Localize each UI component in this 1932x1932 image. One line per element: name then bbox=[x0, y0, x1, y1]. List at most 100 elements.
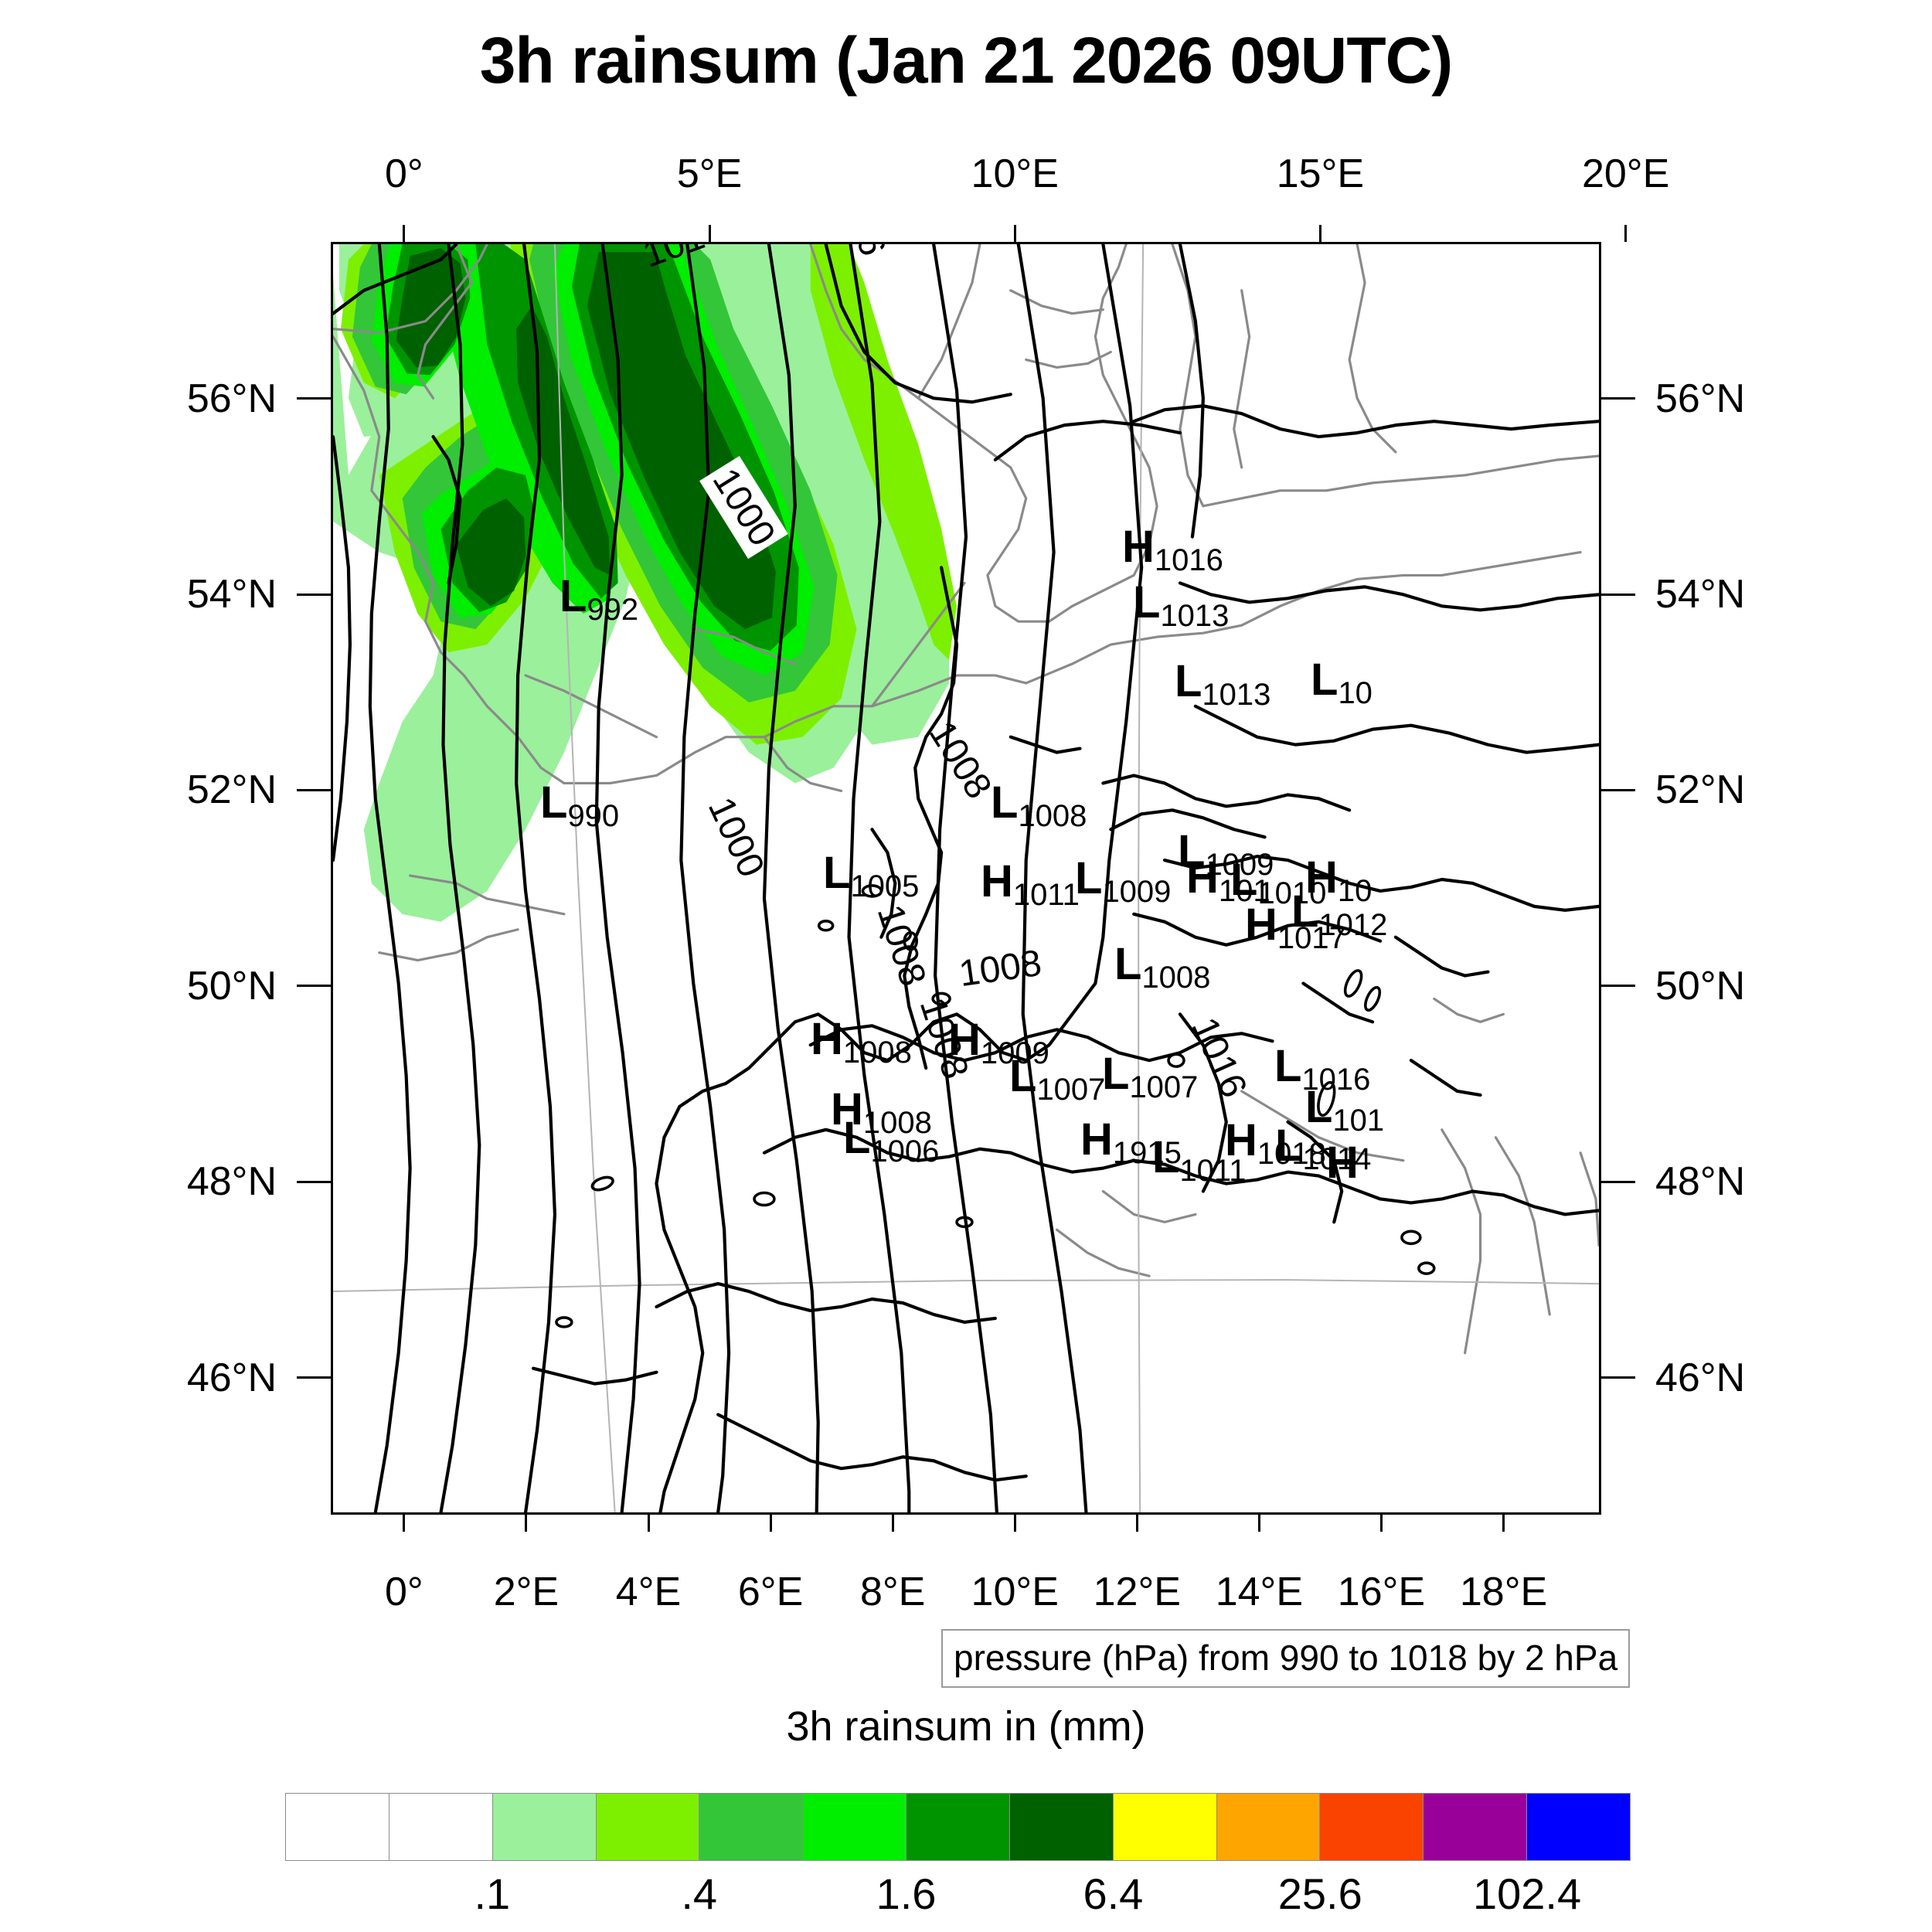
lat-tick-left-3 bbox=[297, 985, 331, 988]
lat-label-right-4: 48°N bbox=[1655, 1159, 1746, 1205]
map-canvas bbox=[333, 244, 1599, 1512]
lat-tick-right-3 bbox=[1601, 985, 1635, 988]
pressure-contours bbox=[333, 244, 1599, 1512]
lat-tick-left-1 bbox=[297, 593, 331, 596]
colorbar-tick-label-0: .1 bbox=[474, 1869, 511, 1918]
colorbar-swatch-2[interactable] bbox=[492, 1794, 597, 1860]
lon-label-top-0: 0° bbox=[384, 151, 423, 196]
lon-tick-bottom-6 bbox=[1135, 1515, 1138, 1532]
lon-label-bottom-3: 6°E bbox=[737, 1570, 804, 1614]
colorbar-swatch-8[interactable] bbox=[1113, 1794, 1217, 1860]
lon-tick-bottom-0 bbox=[403, 1515, 406, 1532]
lat-label-left-0: 56°N bbox=[186, 376, 277, 421]
lon-label-top-4: 20°E bbox=[1581, 151, 1670, 196]
lat-label-right-1: 54°N bbox=[1655, 572, 1746, 617]
lon-label-bottom-9: 18°E bbox=[1459, 1570, 1548, 1614]
lat-tick-left-4 bbox=[297, 1180, 331, 1183]
lon-label-bottom-5: 10°E bbox=[971, 1570, 1059, 1614]
pressure-extremum-l-6: L1010 bbox=[1230, 855, 1327, 911]
graticule bbox=[333, 244, 1599, 1512]
colorbar-swatch-9[interactable] bbox=[1216, 1794, 1321, 1860]
pressure-extremum-l-4: L1009 bbox=[1075, 853, 1172, 910]
lon-label-bottom-8: 16°E bbox=[1337, 1570, 1426, 1614]
lon-tick-top-2 bbox=[1013, 225, 1016, 242]
pressure-extremum-l-0: L992 bbox=[560, 571, 639, 628]
colorbar-swatch-5[interactable] bbox=[803, 1794, 907, 1860]
pressure-caption: pressure (hPa) from 990 to 1018 by 2 hPa bbox=[941, 1629, 1631, 1688]
colorbar-swatch-3[interactable] bbox=[596, 1794, 700, 1860]
pressure-extremum-h-13: H1008 bbox=[811, 1014, 912, 1070]
colorbar-tick-label-1: .4 bbox=[681, 1869, 718, 1918]
pressure-extremum-l-24: L1014 bbox=[1275, 1121, 1372, 1177]
pressure-extremum-l-28: L1013 bbox=[1175, 656, 1271, 713]
lat-label-right-3: 50°N bbox=[1655, 963, 1746, 1009]
pressure-extremum-l-27: L1013 bbox=[1133, 577, 1230, 634]
lat-label-right-2: 52°N bbox=[1655, 767, 1746, 813]
pressure-extremum-l-15: L1007 bbox=[1009, 1051, 1106, 1107]
lon-label-top-1: 5°E bbox=[676, 151, 743, 196]
pressure-extremum-l-22: L1011 bbox=[1152, 1132, 1247, 1189]
colorbar-tick-label-5: 102.4 bbox=[1472, 1869, 1582, 1918]
lon-tick-bottom-5 bbox=[1013, 1515, 1016, 1532]
colorbar-tick-label-2: 1.6 bbox=[876, 1869, 937, 1918]
lon-tick-bottom-2 bbox=[647, 1515, 650, 1532]
colorbar-swatch-7[interactable] bbox=[1009, 1794, 1114, 1860]
lat-label-left-2: 52°N bbox=[186, 767, 277, 813]
pressure-extremum-h-9: H1017 bbox=[1245, 900, 1346, 956]
lon-label-bottom-6: 12°E bbox=[1093, 1570, 1181, 1614]
colorbar[interactable] bbox=[285, 1793, 1631, 1861]
colorbar-swatch-12[interactable] bbox=[1527, 1794, 1630, 1860]
pressure-extremum-l-17: L1016 bbox=[1274, 1041, 1371, 1097]
lon-label-top-2: 10°E bbox=[971, 151, 1059, 196]
lat-tick-right-5 bbox=[1601, 1376, 1635, 1379]
lon-tick-bottom-7 bbox=[1257, 1515, 1260, 1532]
colorbar-title: 3h rainsum in (mm) bbox=[786, 1703, 1146, 1750]
lon-tick-top-0 bbox=[403, 225, 406, 242]
pressure-extremum-l-19: L1006 bbox=[843, 1113, 940, 1169]
map-plot-area[interactable]: 1000 1000 1008 1008 1008 1008 1016 1016 … bbox=[331, 242, 1601, 1515]
lon-label-bottom-1: 2°E bbox=[493, 1570, 560, 1614]
lon-tick-bottom-9 bbox=[1502, 1515, 1505, 1532]
pressure-extremum-l-29: L10 bbox=[1311, 655, 1372, 711]
colorbar-swatch-4[interactable] bbox=[699, 1794, 804, 1860]
lat-label-right-0: 56°N bbox=[1655, 376, 1746, 421]
lon-tick-top-4 bbox=[1624, 225, 1628, 242]
lon-tick-top-1 bbox=[708, 225, 711, 242]
lon-tick-bottom-8 bbox=[1379, 1515, 1383, 1532]
lon-label-top-3: 15°E bbox=[1276, 151, 1365, 196]
pressure-extremum-l-1: L990 bbox=[540, 777, 620, 834]
lat-tick-right-2 bbox=[1601, 788, 1635, 791]
pressure-extremum-h-14: H1009 bbox=[948, 1015, 1049, 1071]
lat-label-left-3: 50°N bbox=[186, 963, 277, 1009]
colorbar-swatch-6[interactable] bbox=[906, 1794, 1010, 1860]
lon-tick-bottom-1 bbox=[525, 1515, 528, 1532]
pressure-extremum-h-25: H bbox=[1326, 1138, 1359, 1188]
lat-tick-right-4 bbox=[1601, 1180, 1635, 1183]
pressure-extremum-l-12: L1008 bbox=[1114, 939, 1211, 995]
small-contour-blobs bbox=[555, 884, 1436, 1328]
pressure-extremum-h-26: H1016 bbox=[1122, 522, 1223, 578]
lat-label-left-1: 54°N bbox=[186, 572, 277, 617]
lat-label-left-5: 46°N bbox=[186, 1355, 277, 1400]
lat-label-left-4: 48°N bbox=[186, 1159, 277, 1205]
page-title: 3h rainsum (Jan 21 2026 09UTC) bbox=[479, 24, 1454, 97]
pressure-extremum-l-8: L1012 bbox=[1291, 886, 1388, 943]
pressure-extremum-l-11: L1008 bbox=[991, 777, 1087, 834]
colorbar-swatch-10[interactable] bbox=[1320, 1794, 1424, 1860]
pressure-extremum-l-20: L101 bbox=[1305, 1082, 1385, 1138]
lon-tick-top-3 bbox=[1318, 225, 1321, 242]
lon-label-bottom-4: 8°E bbox=[859, 1570, 926, 1614]
lat-tick-right-0 bbox=[1601, 397, 1635, 400]
lat-tick-right-1 bbox=[1601, 593, 1635, 596]
colorbar-tick-label-3: 6.4 bbox=[1083, 1869, 1144, 1918]
pressure-extremum-h-3: H1011 bbox=[981, 856, 1080, 913]
lon-tick-bottom-3 bbox=[769, 1515, 772, 1532]
lat-label-right-5: 46°N bbox=[1655, 1355, 1746, 1400]
pressure-extremum-h-7: H10 bbox=[1305, 852, 1372, 909]
colorbar-tick-label-4: 25.6 bbox=[1277, 1869, 1362, 1918]
colorbar-swatch-0[interactable] bbox=[286, 1794, 389, 1860]
colorbar-swatch-1[interactable] bbox=[389, 1794, 493, 1860]
colorbar-swatch-11[interactable] bbox=[1423, 1794, 1528, 1860]
lon-label-bottom-2: 4°E bbox=[615, 1570, 682, 1614]
lat-tick-left-5 bbox=[297, 1376, 331, 1379]
